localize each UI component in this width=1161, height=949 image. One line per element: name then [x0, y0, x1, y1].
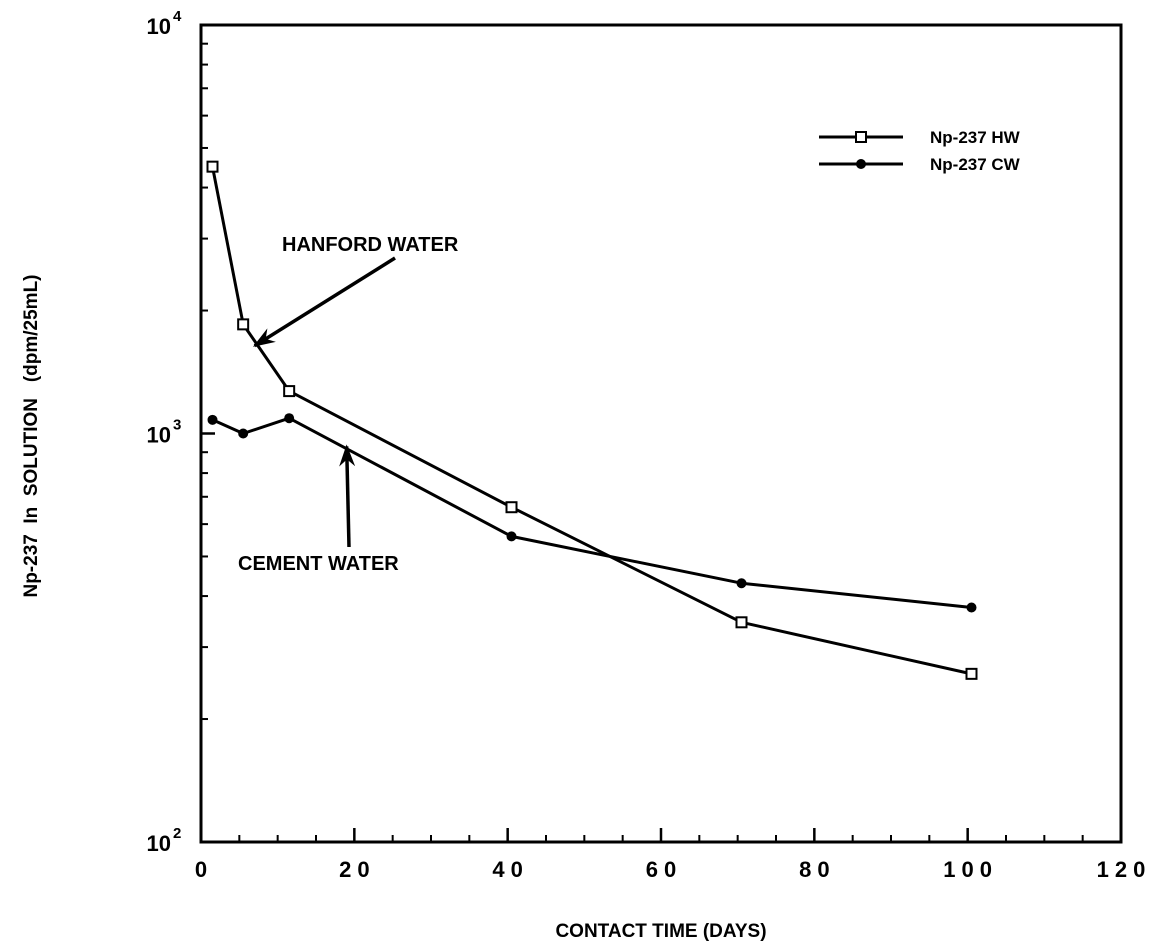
y-tick-label: 10 — [147, 831, 171, 856]
legend-label-hw: Np-237 HW — [930, 128, 1021, 147]
y-tick-label: 10 — [147, 14, 171, 39]
series-markers — [206, 160, 978, 680]
series-line-hw — [211, 166, 972, 676]
y-tick-label-exponent: 4 — [173, 8, 182, 25]
data-point-cw — [238, 428, 249, 439]
legend-marker-cw — [856, 159, 866, 169]
data-point-cw — [966, 602, 977, 613]
x-tick-label: 20 — [339, 857, 375, 882]
x-tick-label: 100 — [943, 857, 998, 882]
x-axis-title: CONTACT TIME (DAYS) — [555, 921, 766, 942]
data-point-hw — [283, 385, 296, 398]
legend-label-cw: Np-237 CW — [930, 155, 1021, 174]
data-point-hw — [735, 616, 748, 629]
annotation-cement-text: CEMENT WATER — [238, 553, 399, 575]
y-tick-label-exponent: 2 — [173, 825, 181, 842]
annotation-hanford-arrow — [252, 256, 396, 348]
data-point-hw — [206, 160, 219, 173]
data-point-cw — [284, 413, 295, 424]
data-point-hw — [237, 318, 250, 331]
x-axis-ticks: 0 20 40 60 80 100 120 — [195, 828, 1152, 882]
data-point-cw — [506, 531, 517, 542]
y-tick-label-exponent: 3 — [173, 417, 181, 434]
annotation-hanford: HANFORD WATER — [252, 234, 459, 348]
series-lines — [211, 166, 972, 676]
legend-item-cw: Np-237 CW — [819, 155, 1021, 174]
legend-marker-hw — [855, 131, 867, 143]
annotation-cement-arrow — [339, 444, 356, 548]
data-point-cw — [207, 414, 218, 425]
plot-frame — [199, 23, 1123, 844]
y-tick-label: 10 — [147, 423, 171, 448]
x-tick-label: 60 — [646, 857, 682, 882]
x-tick-label: 120 — [1097, 857, 1152, 882]
annotation-hanford-text: HANFORD WATER — [282, 234, 459, 256]
data-point-hw — [965, 667, 978, 680]
legend: Np-237 HW Np-237 CW — [819, 128, 1021, 174]
legend-item-hw: Np-237 HW — [819, 128, 1021, 147]
x-tick-label: 80 — [799, 857, 835, 882]
data-point-cw — [736, 578, 747, 589]
annotation-cement: CEMENT WATER — [238, 444, 399, 575]
data-point-hw — [505, 501, 518, 514]
x-tick-label: 40 — [492, 857, 528, 882]
series-line-cw — [211, 416, 972, 609]
y-axis-title: Np-237 In SOLUTION (dpm/25mL) — [21, 274, 42, 597]
x-tick-label: 0 — [195, 857, 213, 882]
